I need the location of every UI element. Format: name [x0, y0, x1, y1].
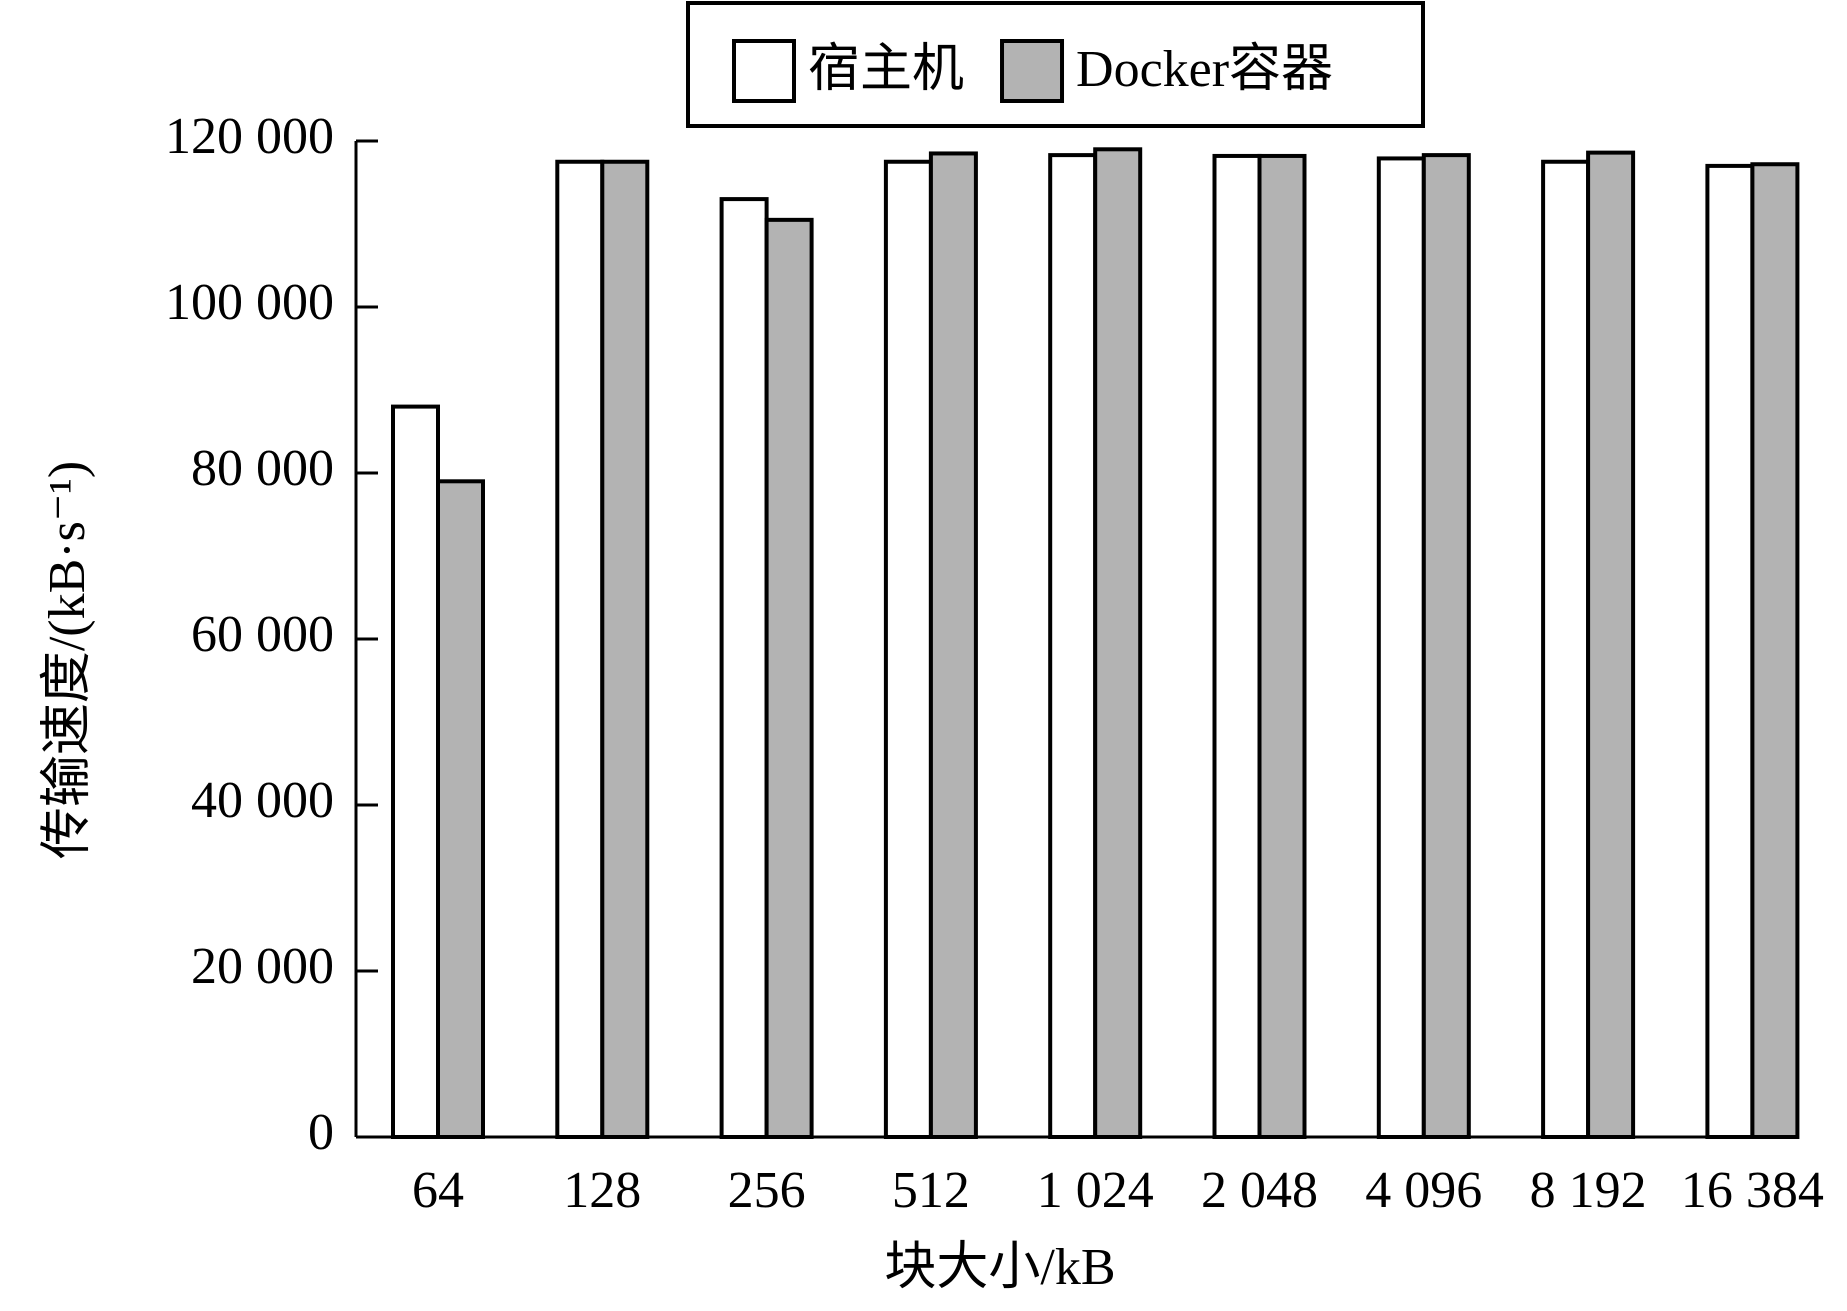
- x-tick-label: 4 096: [1365, 1162, 1482, 1219]
- x-tick-label: 128: [563, 1162, 641, 1219]
- bar: [1586, 150, 1636, 1139]
- bar: [1257, 153, 1307, 1139]
- y-tick-label: 60 000: [191, 606, 334, 663]
- bar: [764, 217, 814, 1140]
- legend-swatch: [732, 39, 796, 103]
- x-tick-label: 256: [728, 1162, 806, 1219]
- x-tick-label: 512: [892, 1162, 970, 1219]
- bar: [1376, 156, 1426, 1139]
- bar: [928, 151, 978, 1139]
- bar: [555, 159, 605, 1139]
- bar: [1705, 163, 1755, 1139]
- bar: [1212, 153, 1262, 1139]
- x-tick-label: 64: [412, 1162, 464, 1219]
- bar: [1541, 159, 1591, 1139]
- y-tick-label: 40 000: [191, 772, 334, 829]
- x-axis-label: 块大小/kB: [884, 1239, 1115, 1296]
- bar: [1750, 162, 1800, 1140]
- bar: [1421, 153, 1471, 1140]
- x-tick-label: 16 384: [1681, 1162, 1824, 1219]
- bar: [391, 404, 440, 1140]
- bar: [436, 479, 485, 1139]
- y-tick-label: 80 000: [191, 440, 334, 497]
- y-tick-label: 100 000: [165, 274, 334, 331]
- bar: [1048, 153, 1098, 1140]
- y-tick-label: 120 000: [165, 108, 334, 165]
- legend-label: Docker容器: [1076, 41, 1333, 98]
- bar: [719, 197, 769, 1140]
- x-tick-label: 1 024: [1037, 1162, 1154, 1219]
- bar: [1093, 147, 1143, 1140]
- x-tick-label: 2 048: [1201, 1162, 1318, 1219]
- bar: [883, 159, 933, 1139]
- y-tick-label: 20 000: [191, 938, 334, 995]
- y-axis-label: 传输速度/(kB·s⁻¹): [39, 461, 96, 859]
- bar: [600, 159, 650, 1139]
- y-tick-label: 0: [308, 1104, 334, 1161]
- legend-label: 宿主机: [808, 41, 964, 98]
- legend-box: [686, 1, 1425, 128]
- x-tick-label: 8 192: [1530, 1162, 1647, 1219]
- legend-swatch: [1000, 39, 1065, 103]
